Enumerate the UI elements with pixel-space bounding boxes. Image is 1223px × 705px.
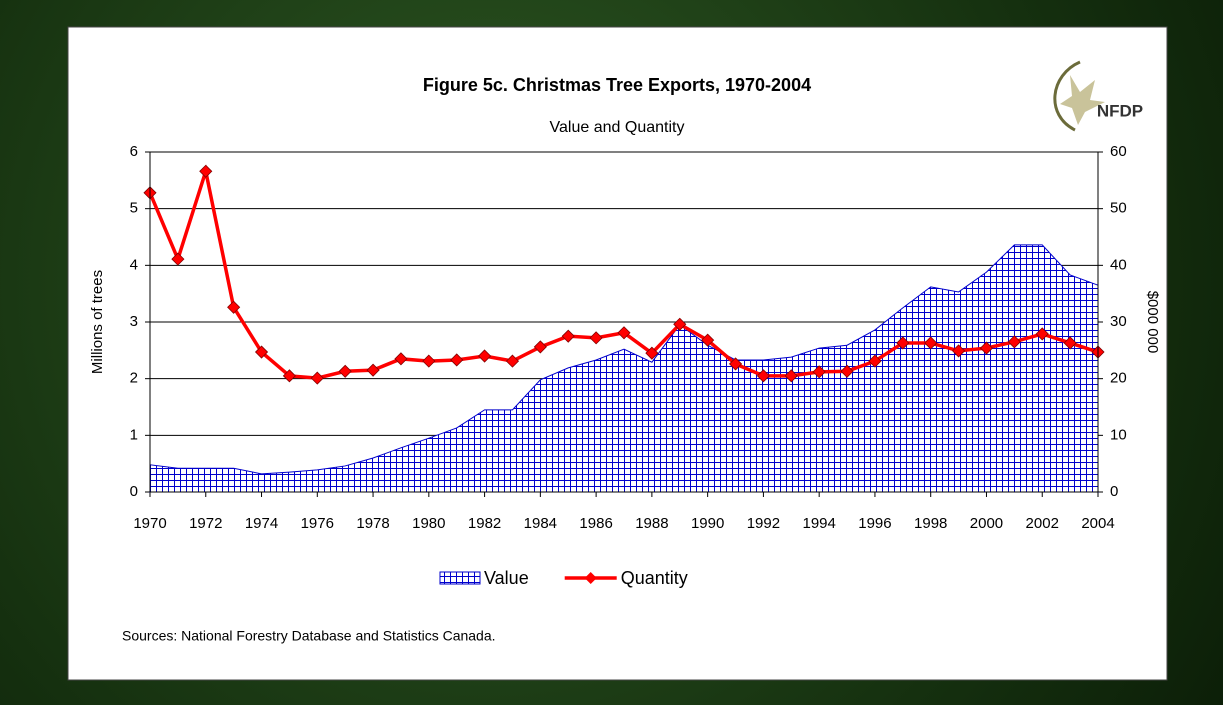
- chart-subtitle: Value and Quantity: [550, 119, 685, 136]
- y2-tick-label: 40: [1110, 256, 1127, 273]
- y2-tick-label: 20: [1110, 370, 1127, 387]
- legend-label: Value: [484, 568, 529, 588]
- legend-label: Quantity: [621, 568, 688, 588]
- x-tick-label: 1976: [301, 515, 334, 532]
- x-tick-label: 1994: [802, 515, 835, 532]
- y-tick-label: 6: [130, 143, 138, 160]
- y-axis-label: Millions of trees: [89, 270, 106, 374]
- x-tick-label: 2004: [1081, 515, 1114, 532]
- x-tick-label: 1984: [524, 515, 557, 532]
- x-tick-label: 2002: [1026, 515, 1059, 532]
- x-tick-label: 1972: [189, 515, 222, 532]
- x-tick-label: 1986: [579, 515, 612, 532]
- y2-axis-label: $000 000: [1144, 291, 1161, 354]
- y-tick-label: 3: [130, 313, 138, 330]
- x-tick-label: 2000: [970, 515, 1003, 532]
- legend-swatch: [440, 572, 480, 584]
- source-note: Sources: National Forestry Database and …: [122, 628, 496, 644]
- y2-tick-label: 30: [1110, 313, 1127, 330]
- x-tick-label: 1988: [635, 515, 668, 532]
- y-tick-label: 4: [130, 256, 138, 273]
- page: NFDP Figure 5c. Christmas Tree Exports, …: [0, 0, 1223, 705]
- logo-text: NFDP: [1097, 101, 1143, 120]
- y2-tick-label: 10: [1110, 426, 1127, 443]
- y-tick-label: 2: [130, 370, 138, 387]
- y-tick-label: 5: [130, 200, 138, 217]
- y2-tick-label: 60: [1110, 143, 1127, 160]
- x-tick-label: 1974: [245, 515, 278, 532]
- x-tick-label: 1970: [133, 515, 166, 532]
- y2-tick-label: 50: [1110, 200, 1127, 217]
- x-tick-label: 1990: [691, 515, 724, 532]
- chart-title: Figure 5c. Christmas Tree Exports, 1970-…: [423, 75, 811, 95]
- y2-tick-label: 0: [1110, 483, 1118, 500]
- x-tick-label: 1998: [914, 515, 947, 532]
- y-tick-label: 0: [130, 483, 138, 500]
- x-tick-label: 1978: [356, 515, 389, 532]
- x-tick-label: 1980: [412, 515, 445, 532]
- x-tick-label: 1992: [747, 515, 780, 532]
- x-tick-label: 1982: [468, 515, 501, 532]
- y-tick-label: 1: [130, 426, 138, 443]
- x-tick-label: 1996: [858, 515, 891, 532]
- chart: NFDP Figure 5c. Christmas Tree Exports, …: [0, 0, 1223, 705]
